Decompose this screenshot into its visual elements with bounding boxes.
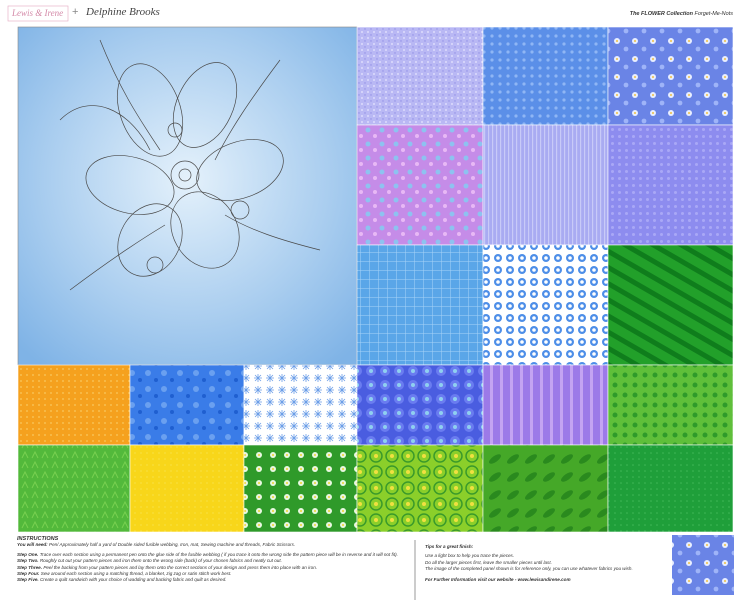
swatch xyxy=(482,444,609,533)
step-label: Step Three. xyxy=(17,564,43,570)
logo-box xyxy=(7,5,69,22)
tip-line: The image of the completed panel shown i… xyxy=(425,566,633,572)
need-line: You will need: Pen/ Approximately half a… xyxy=(17,542,398,548)
step-label: Step Two. xyxy=(17,558,39,564)
tip-line: Use a light box to help you trace the pi… xyxy=(425,553,515,559)
instructions: INSTRUCTIONS You will need: Pen/ Approxi… xyxy=(17,536,398,584)
tip-lines: Use a light box to help you trace the pi… xyxy=(425,553,633,572)
thumbnail xyxy=(672,535,734,595)
swatch xyxy=(356,244,484,366)
swatch xyxy=(607,364,734,446)
step: Step Five. Create a quilt sandwich with … xyxy=(17,577,398,583)
designer-name: Delphine Brooks xyxy=(86,6,160,18)
step-label: Step One. xyxy=(17,551,39,557)
tips-heading: Tips for a great finish: xyxy=(425,544,474,549)
step: Step Three. Peel the backing from your p… xyxy=(17,565,398,571)
steps: Step One. Trace over each section using … xyxy=(17,552,398,584)
need-label: You will need: xyxy=(17,542,48,548)
swatch xyxy=(607,26,734,126)
step: Step One. Trace over each section using … xyxy=(17,552,398,558)
swatch xyxy=(243,444,358,533)
swatch xyxy=(482,364,609,446)
step-label: Step Five. xyxy=(17,577,39,583)
swatch xyxy=(356,444,484,533)
swatch xyxy=(607,244,734,366)
range-name: Forget-Me-Nots xyxy=(694,11,733,17)
plus-sign: + xyxy=(72,6,79,18)
swatch xyxy=(482,244,609,366)
swatch xyxy=(482,26,609,126)
swatch xyxy=(129,364,245,446)
brand-logo: Lewis & Irene xyxy=(12,8,64,18)
swatch xyxy=(607,124,734,246)
tip-line: Do all the larger pieces first, leave th… xyxy=(425,559,552,565)
swatch xyxy=(356,364,484,446)
step-text: Create a quilt sandwich with your choice… xyxy=(39,577,227,583)
tips: Tips for a great finish: Use a light box… xyxy=(425,544,633,583)
step: Step Four. Sew around each section using… xyxy=(17,571,398,577)
step-text: Roughly cut out your pattern pieces and … xyxy=(39,558,282,564)
swatch xyxy=(607,444,734,533)
step-label: Step Four. xyxy=(17,571,40,577)
collection-name: The FLOWER Collection xyxy=(629,11,693,17)
swatch xyxy=(17,364,131,446)
need-text: Pen/ Approximately half a yard of Double… xyxy=(49,542,296,548)
tracing-panel xyxy=(17,26,358,366)
step-text: Trace over each section using a permanen… xyxy=(39,551,398,557)
fabric-swatches xyxy=(17,26,734,533)
step-text: Sew around each section using a matching… xyxy=(40,571,232,577)
step-text: Peel the backing from your pattern piece… xyxy=(43,564,318,570)
step: Step Two. Roughly cut out your pattern p… xyxy=(17,558,398,564)
swatch xyxy=(482,124,609,246)
swatch xyxy=(243,364,358,446)
swatch xyxy=(356,26,484,126)
collection-title: The FLOWER Collection Forget-Me-Nots xyxy=(630,11,733,17)
instructions-heading: INSTRUCTIONS xyxy=(17,536,59,542)
website: For Further Information visit our websit… xyxy=(425,576,571,582)
swatch xyxy=(356,124,484,246)
swatch xyxy=(17,444,131,533)
flower-outline xyxy=(59,39,321,291)
swatch xyxy=(129,444,245,533)
